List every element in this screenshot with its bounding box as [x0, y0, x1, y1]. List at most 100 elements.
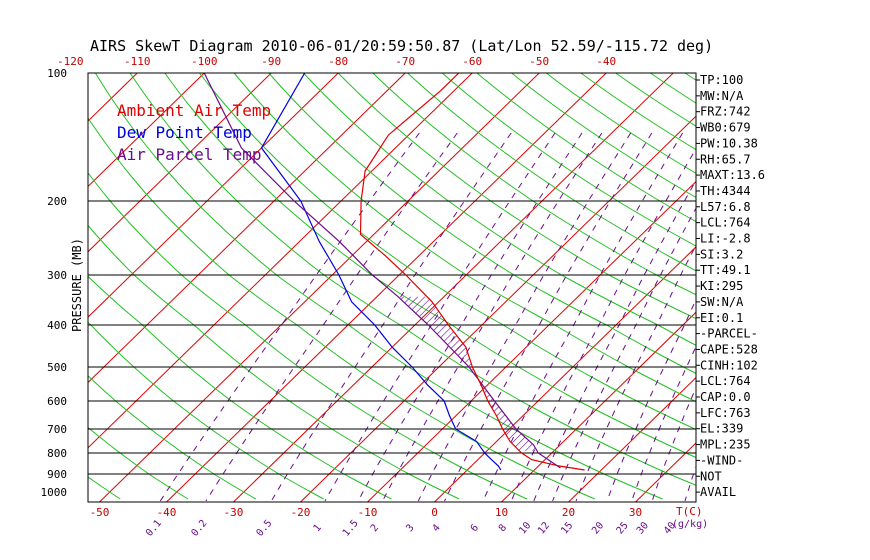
dry-adiabat-line [88, 117, 595, 500]
mixing-ratio-line [482, 132, 684, 502]
isotherm-line [88, 73, 272, 253]
sounding-index-label: CINH:102 [700, 358, 758, 372]
top-temp-tick-label: -60 [462, 55, 482, 68]
bottom-temp-tick-label: -30 [224, 506, 244, 519]
isotherm-line [300, 115, 696, 502]
sounding-index-label: SW:N/A [700, 295, 744, 309]
sounding-index-label: EI:0.1 [700, 311, 743, 325]
top-temp-tick-label: -110 [124, 55, 151, 68]
mixing-ratio-tick-label: 6 [469, 523, 481, 535]
mixing-ratio-tick-label: 2 [369, 523, 381, 535]
legend-dew-point-temp: Dew Point Temp [117, 123, 252, 142]
dry-adiabat-line [129, 73, 696, 486]
mixing-ratio-line [357, 132, 583, 502]
mixing-ratio-line [606, 298, 696, 502]
dry-adiabat-line [858, 73, 870, 499]
dry-adiabat-line [88, 375, 257, 500]
sounding-index-label: RH:65.7 [700, 152, 751, 166]
sounding-index-label: TT:49.1 [700, 263, 751, 277]
dry-adiabat-line [337, 73, 696, 320]
bottom-temp-tick-label: 30 [629, 506, 642, 519]
isotherm-line [88, 73, 406, 384]
sounding-index-label: L57:6.8 [700, 200, 751, 214]
pressure-tick-label: 300 [47, 269, 67, 282]
pressure-tick-label: 700 [47, 423, 67, 436]
isotherm-line [0, 73, 70, 502]
mixing-ratio-line [159, 132, 420, 502]
sounding-index-label: TH:4344 [700, 184, 751, 198]
top-temp-tick-label: -80 [328, 55, 348, 68]
pressure-tick-label: 100 [47, 67, 67, 80]
dry-adiabat-line [441, 73, 696, 247]
dry-adiabat-line [88, 172, 528, 500]
sounding-profiles [203, 73, 585, 471]
mixing-ratio-tick-label: 20 [590, 520, 606, 536]
sounding-index-label: -WIND- [700, 453, 743, 467]
mixing-ratio-line [651, 386, 696, 502]
top-temp-tick-label: -90 [261, 55, 281, 68]
dry-adiabat-line [0, 73, 52, 499]
sounding-index-label: LCL:764 [700, 216, 751, 230]
mixing-ratio-tick-label: 0.1 [144, 518, 164, 539]
dry-adiabat-line [164, 73, 696, 459]
mixing-ratio-line [631, 345, 696, 502]
isotherm-line [99, 73, 540, 502]
dewpoint-line [260, 73, 502, 471]
dry-adiabat-line [88, 275, 392, 500]
isotherm-line [0, 73, 3, 502]
mixing-ratio-line [417, 132, 632, 502]
sounding-index-label: WB0:679 [700, 121, 751, 135]
mixing-ratio-line [382, 132, 603, 502]
dry-adiabat-line [303, 73, 696, 346]
bottom-temp-tick-label: -20 [291, 506, 311, 519]
pressure-tick-label: 400 [47, 319, 67, 332]
top-temperature-axis: -120 -110 -100 -90 -80 -70 -60 -50 -40 [57, 55, 616, 68]
mixing-ratio-tick-label: 3 [404, 523, 416, 535]
mixing-ratio-line [510, 147, 696, 502]
mixing-ratio-line [270, 132, 512, 502]
bottom-temp-tick-label: 10 [495, 506, 508, 519]
legend-ambient-temp: Ambient Air Temp [117, 101, 271, 120]
isotherm-line [568, 376, 696, 502]
mixing-ratio-tick-label: 1 [312, 523, 324, 535]
bottom-temp-tick-label: -40 [157, 506, 177, 519]
sounding-index-label: MAXT:13.6 [700, 168, 765, 182]
dry-adiabat-line [580, 73, 696, 151]
dry-adiabat-line [511, 73, 696, 199]
isotherm-line [367, 180, 696, 502]
dry-adiabat-line [199, 73, 696, 431]
isotherm-line [837, 73, 870, 502]
mixing-ratio-tick-label: 15 [559, 520, 575, 536]
bottom-temp-tick-label: -50 [90, 506, 110, 519]
dry-adiabat-line [407, 73, 696, 272]
isotherm-line [88, 73, 473, 449]
top-temp-tick-label: -50 [529, 55, 549, 68]
mixing-ratio-tick-label: 0.2 [189, 518, 209, 539]
pressure-tick-label: 1000 [41, 486, 68, 499]
mixing-ratio-tick-label: 8 [497, 523, 509, 535]
bottom-temp-tick-label: 0 [431, 506, 438, 519]
top-temp-tick-label: -100 [191, 55, 218, 68]
sounding-index-label: EL:339 [700, 422, 743, 436]
pressure-tick-label: 800 [47, 447, 67, 460]
sounding-index-label: FRZ:742 [700, 105, 751, 119]
mixing-ratio-axis: 0.1 0.2 0.5 1 1.5 2 3 4 6 8 10 12 15 20 25 30 40 [144, 518, 678, 539]
temp-unit-label: T(C) [676, 505, 703, 518]
bottom-temperature-axis: -50 -40 -30 -20 -10 0 10 20 30 [90, 506, 643, 519]
isotherm-line [233, 73, 674, 502]
isotherm-line [88, 73, 205, 188]
bottom-temp-tick-label: -10 [358, 506, 378, 519]
pressure-axis-labels: 100 200 300 400 500 600 700 800 900 1000 [41, 67, 68, 499]
dry-adiabat-line [789, 73, 870, 499]
sounding-index-label: MW:N/A [700, 89, 744, 103]
sounding-index-label: TP:100 [700, 73, 743, 87]
sounding-index-label: -PARCEL- [700, 327, 758, 341]
sounding-index-label: SI:3.2 [700, 247, 743, 261]
mixing-ratio-line [552, 207, 696, 502]
parcel-line [203, 73, 561, 469]
sounding-index-label: LI:-2.8 [700, 232, 751, 246]
mixing-ratio-line [533, 179, 696, 502]
mixing-ratio-tick-label: 25 [615, 520, 631, 536]
plot-frame [87, 72, 697, 503]
